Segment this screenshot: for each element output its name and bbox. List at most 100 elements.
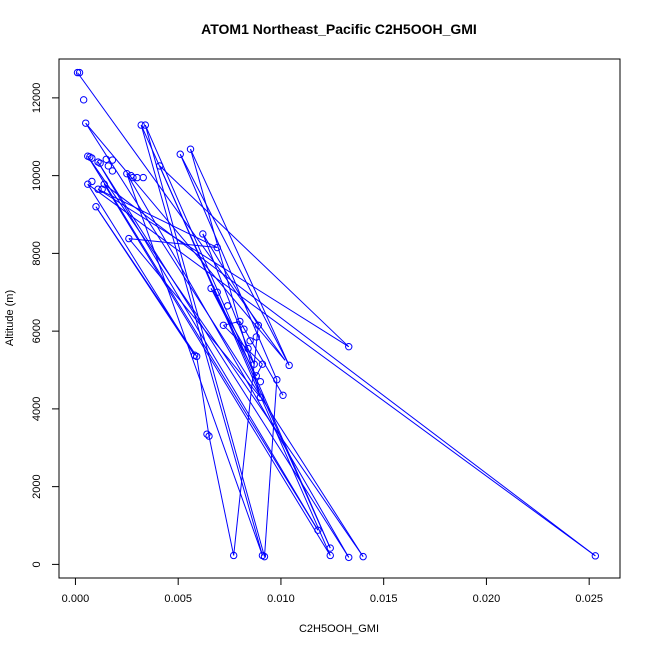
series-line-segment (128, 238, 261, 398)
series-line-segment (97, 161, 319, 531)
data-point (345, 342, 353, 351)
y-tick-label: 12000 (31, 83, 43, 114)
series-line-segment (179, 154, 278, 380)
y-tick-label: 10000 (31, 160, 43, 191)
series-line-segment (223, 324, 263, 365)
data-point (88, 177, 96, 186)
data-point (108, 156, 117, 164)
data-point (359, 552, 367, 561)
data-point (244, 344, 252, 353)
data-point (279, 391, 287, 399)
data-point (176, 150, 184, 158)
series-line-segment (179, 154, 290, 366)
data-point (108, 167, 117, 175)
x-tick-label: 0.010 (267, 593, 295, 605)
data-point (229, 551, 238, 560)
plot-frame (58, 58, 621, 579)
data-point (139, 173, 147, 182)
data-point (123, 169, 131, 178)
data-point (137, 121, 145, 129)
y-tick-label: 6000 (31, 319, 43, 343)
data-point (246, 337, 254, 345)
series-line-segment (126, 173, 263, 556)
data-point (94, 185, 102, 193)
data-point (326, 544, 334, 552)
data-point (591, 552, 600, 560)
data-point (125, 234, 133, 243)
data-point (104, 162, 113, 170)
data-point (256, 393, 265, 401)
series-lines (77, 72, 596, 558)
data-point (100, 180, 108, 188)
x-axis: 0.000 0.005 0.010 0.015 0.020 0.025 (62, 577, 603, 605)
data-point (219, 321, 228, 330)
series-line-segment (97, 161, 350, 558)
data-point (98, 185, 106, 193)
series-line-segment (208, 435, 235, 556)
series-line-segment (140, 124, 263, 556)
data-point (73, 68, 82, 77)
series-line-segment (159, 165, 331, 556)
series-line-segment (144, 124, 265, 557)
data-point (75, 68, 84, 77)
data-point (96, 159, 104, 167)
data-point (88, 154, 96, 162)
data-point (223, 302, 232, 310)
data-point (250, 360, 258, 368)
data-point (240, 325, 248, 333)
data-point (213, 243, 221, 252)
series-line-segment (190, 148, 290, 366)
x-tick-label: 0.005 (164, 593, 192, 605)
series-line-segment (87, 155, 364, 557)
series-line-segment (159, 165, 350, 348)
series-line-segment (97, 188, 218, 248)
data-point (82, 119, 90, 127)
data-point (205, 432, 213, 440)
chart-title: ATOM1 Northeast_Pacific C2H5OOH_GMI (201, 21, 477, 37)
data-point (258, 360, 267, 368)
data-point (326, 551, 334, 560)
data-point (155, 162, 164, 170)
series-line-segment (126, 173, 350, 558)
data-point (199, 230, 207, 238)
series-points (73, 68, 600, 562)
series-line-segment (263, 379, 278, 557)
y-axis: 0 2000 4000 6000 8000 10000 12000 (31, 83, 60, 567)
series-line-segment (95, 206, 198, 357)
data-point (260, 552, 269, 561)
series-line-segment (103, 183, 331, 556)
data-point (141, 121, 150, 129)
data-point (186, 145, 195, 153)
x-axis-label: C2H5OOH_GMI (299, 623, 379, 635)
series-line-segment (144, 124, 331, 549)
data-point (254, 321, 263, 330)
x-tick-label: 0.015 (370, 593, 398, 605)
y-tick-label: 4000 (31, 397, 43, 421)
data-point (203, 430, 211, 438)
data-point (192, 352, 201, 361)
data-point (314, 526, 322, 534)
data-point (273, 376, 281, 384)
series-line-segment (190, 149, 261, 398)
series-line-segment (202, 233, 259, 326)
y-tick-label: 2000 (31, 474, 43, 498)
series-line-segment (85, 122, 364, 557)
data-point (213, 288, 221, 296)
x-tick-label: 0.025 (575, 593, 603, 605)
series-line-segment (210, 288, 257, 377)
data-point (79, 96, 88, 104)
data-point (285, 361, 293, 370)
data-point (92, 203, 100, 211)
series-line-segment (128, 238, 218, 249)
series-line-segment (196, 356, 210, 437)
y-tick-label: 0 (31, 561, 43, 567)
data-point (133, 173, 141, 182)
y-tick-label: 8000 (31, 241, 43, 265)
data-point (252, 372, 260, 380)
data-point (129, 173, 137, 182)
series-line-segment (87, 183, 596, 557)
y-axis-label: Altitude (m) (4, 290, 16, 346)
x-tick-label: 0.020 (473, 593, 501, 605)
series-line-segment (255, 363, 263, 377)
